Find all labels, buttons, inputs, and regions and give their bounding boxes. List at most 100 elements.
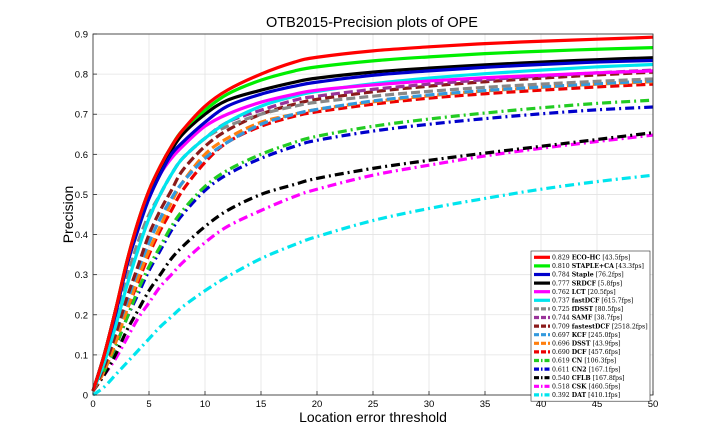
x-tick-label: 30: [424, 399, 435, 410]
y-axis-label: Precision: [60, 186, 76, 244]
legend-entry: 0.777 SRDCF [5.8fps]: [552, 280, 622, 287]
series-line-csk: [91, 133, 654, 392]
legend-speed: [457.6fps]: [588, 349, 620, 356]
legend-entry: 0.737 fastDCF [615.7fps]: [552, 298, 633, 305]
legend-entry: 0.619 CN [106.3fps]: [552, 358, 616, 365]
series-line-cflb: [91, 131, 654, 392]
legend-entry: 0.518 CSK [460.5fps]: [552, 384, 620, 391]
legend-name: LCT: [572, 289, 586, 296]
legend-entry: 0.744 SAMF [38.7fps]: [552, 315, 622, 322]
y-tick-label: 0.3: [75, 270, 88, 281]
legend-score: 0.725: [552, 306, 570, 313]
legend-speed: [410.1fps]: [588, 392, 620, 399]
y-tick-label: 0.4: [75, 230, 88, 241]
legend-speed: [43.9fps]: [593, 341, 621, 348]
legend-score: 0.784: [552, 272, 570, 279]
legend-speed: [43.3fps]: [616, 263, 644, 270]
x-tick-label: 45: [592, 399, 603, 410]
legend-score: 0.611: [552, 366, 570, 373]
y-axis-ticks: 0 0.1 0.2 0.3 0.4 0.5 0.6 0.7 0.8 0.9: [75, 30, 97, 402]
legend-score: 0.709: [552, 323, 570, 330]
legend-score: 0.829: [552, 255, 570, 262]
legend-entry: 0.829 ECO-HC [43.5fps]: [552, 255, 630, 262]
legend-speed: [106.3fps]: [584, 358, 616, 365]
legend-entry: 0.697 KCF [245.0fps]: [552, 332, 620, 339]
legend-name: CSK: [572, 384, 587, 391]
legend-entry: 0.611 CN2 [167.1fps]: [552, 366, 621, 373]
y-tick-label: 0.1: [75, 350, 88, 361]
x-tick-label: 50: [648, 399, 659, 410]
legend-name: CFLB: [572, 375, 591, 382]
legend-speed: [20.5fps]: [588, 289, 616, 296]
x-tick-label: 0: [90, 399, 95, 410]
legend-name: CN: [572, 358, 583, 365]
legend-name: Staple: [572, 272, 594, 279]
legend-entry: 0.696 DSST [43.9fps]: [552, 341, 621, 348]
x-tick-label: 35: [480, 399, 491, 410]
legend-speed: [80.5fps]: [595, 306, 623, 313]
legend-score: 0.690: [552, 349, 570, 356]
x-axis-ticks: 0 5 10 15 20 25 30 35 40 45 50: [90, 391, 658, 410]
legend-name: STAPLE+CA: [572, 263, 614, 270]
legend-score: 0.392: [552, 392, 570, 399]
legend-name: fastDCF: [572, 298, 600, 305]
legend-score: 0.518: [552, 384, 570, 391]
legend-speed: [76.2fps]: [596, 272, 624, 279]
legend-name: SAMF: [572, 315, 593, 322]
legend-score: 0.737: [552, 298, 570, 305]
chart-title: OTB2015-Precision plots of OPE: [266, 15, 478, 31]
legend-entry: 0.540 CFLB [167.8fps]: [552, 375, 625, 382]
legend-entry: 0.784 Staple [76.2fps]: [552, 272, 624, 279]
series-lines: [91, 35, 654, 397]
legend-speed: [43.5fps]: [602, 255, 630, 262]
legend-speed: [460.5fps]: [589, 384, 621, 391]
series-line-dat: [92, 173, 654, 397]
legend-speed: [167.8fps]: [593, 375, 625, 382]
legend-entry: 0.762 LCT [20.5fps]: [552, 289, 616, 296]
x-tick-label: 25: [368, 399, 379, 410]
legend-name: KCF: [572, 332, 587, 339]
x-tick-label: 20: [312, 399, 323, 410]
legend-score: 0.540: [552, 375, 570, 382]
x-tick-label: 10: [200, 399, 211, 410]
legend-score: 0.619: [552, 358, 570, 365]
legend-score: 0.762: [552, 289, 570, 296]
legend-entry: 0.725 fDSST [80.5fps]: [552, 306, 623, 313]
legend-entry: 0.810 STAPLE+CA [43.3fps]: [552, 263, 644, 270]
legend-name: SRDCF: [572, 280, 597, 287]
x-tick-label: 5: [146, 399, 151, 410]
legend-score: 0.697: [552, 332, 570, 339]
legend-name: DCF: [572, 349, 587, 356]
y-tick-label: 0.5: [75, 190, 88, 201]
series-line-fastdcf: [91, 62, 654, 392]
legend-entry: 0.709 fastestDCF [2518.2fps]: [552, 323, 648, 330]
legend-speed: [38.7fps]: [594, 315, 622, 322]
legend-speed: [615.7fps]: [601, 298, 633, 305]
x-tick-label: 15: [256, 399, 267, 410]
legend-speed: [245.0fps]: [588, 332, 620, 339]
legend-box: [530, 250, 651, 402]
legend-score: 0.744: [552, 315, 570, 322]
legend-name: fDSST: [572, 306, 594, 313]
x-tick-label: 40: [536, 399, 547, 410]
y-tick-label: 0.7: [75, 110, 88, 121]
y-tick-label: 0.2: [75, 310, 88, 321]
legend-entry: 0.392 DAT [410.1fps]: [552, 392, 620, 399]
y-tick-label: 0.8: [75, 70, 88, 81]
legend-name: CN2: [572, 366, 587, 373]
legend-entry: 0.690 DCF [457.6fps]: [552, 349, 620, 356]
legend-speed: [5.8fps]: [598, 280, 622, 287]
legend: 0.829 ECO-HC [43.5fps]0.810 STAPLE+CA [43.3f…: [530, 250, 651, 402]
y-tick-label: 0: [83, 391, 88, 402]
legend-name: DAT: [572, 392, 587, 399]
legend-speed: [2518.2fps]: [612, 323, 648, 330]
y-tick-label: 0.9: [75, 30, 88, 41]
legend-name: ECO-HC: [572, 255, 601, 262]
series-line-eco-hc: [91, 35, 654, 392]
legend-name: fastestDCF: [572, 323, 611, 330]
legend-score: 0.810: [552, 263, 570, 270]
legend-score: 0.777: [552, 280, 570, 287]
legend-score: 0.696: [552, 341, 570, 348]
legend-speed: [167.1fps]: [589, 366, 621, 373]
